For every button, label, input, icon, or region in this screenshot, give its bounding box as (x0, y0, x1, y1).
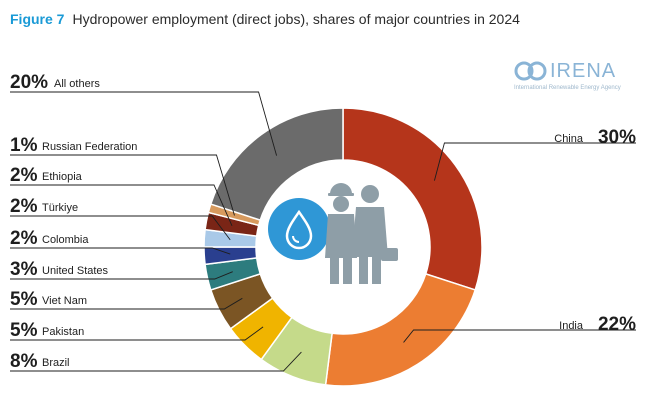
figure-title-text: Hydropower employment (direct jobs), sha… (72, 11, 520, 27)
leader-lines (10, 91, 636, 372)
slice-label-colombia: Colombia (42, 234, 89, 246)
slice-label-viet-nam: Viet Nam (42, 295, 87, 307)
workers-icon (325, 183, 398, 284)
slice-value-united-states: 3% (10, 259, 38, 280)
slice-labels: 30% China 22% India 8% Brazil 5% Pakistan 5% Viet… (10, 72, 636, 372)
leader-line-china (433, 142, 636, 181)
slice-label-united-states: United States (42, 265, 109, 277)
leader-line-india (403, 329, 636, 343)
leader-line-colombia (10, 247, 231, 255)
slice-value-china: 30% (598, 127, 636, 148)
slice-value-all-others: 20% (10, 72, 48, 93)
donut-slices (203, 107, 483, 387)
slice-value-t-rkiye: 2% (10, 196, 38, 217)
slice-label-russian-federation: Russian Federation (42, 141, 137, 153)
slice-value-russian-federation: 1% (10, 135, 38, 156)
slice-value-india: 22% (598, 314, 636, 335)
slice-label-all-others: All others (54, 78, 100, 90)
figure-title: Figure 7 Hydropower employment (direct jo… (10, 11, 520, 27)
slice-value-colombia: 2% (10, 228, 38, 249)
slice-label-t-rkiye: Türkiye (42, 202, 78, 214)
irena-logo: IRENA International Renewable Energy Age… (514, 60, 634, 100)
leader-line-pakistan (10, 326, 264, 341)
leader-line-ethiopia (10, 184, 233, 227)
slice-value-viet-nam: 5% (10, 289, 38, 310)
slice-label-china: China (554, 133, 584, 145)
leader-line-t-rkiye (10, 215, 231, 241)
slice-label-india: India (559, 320, 584, 332)
irena-logo-tagline: International Renewable Energy Agency (514, 85, 621, 91)
slice-label-pakistan: Pakistan (42, 326, 84, 338)
leader-line-brazil (10, 351, 302, 372)
leader-line-united-states (10, 271, 233, 280)
water-drop-icon (268, 198, 330, 260)
leader-line-viet-nam (10, 297, 243, 310)
center-illustration (268, 183, 398, 284)
leader-line-russian-federation (10, 154, 235, 216)
irena-emblem-icon (514, 61, 547, 81)
figure-number: Figure 7 (10, 11, 65, 27)
irena-logo-wordmark: IRENA (550, 60, 617, 82)
slice-china (342, 107, 483, 291)
slice-all-others (209, 107, 344, 222)
slice-value-ethiopia: 2% (10, 165, 38, 186)
slice-label-brazil: Brazil (42, 357, 70, 369)
slice-value-pakistan: 5% (10, 320, 38, 341)
leader-line-all-others (10, 91, 278, 156)
slice-value-brazil: 8% (10, 351, 38, 372)
slice-label-ethiopia: Ethiopia (42, 171, 83, 183)
